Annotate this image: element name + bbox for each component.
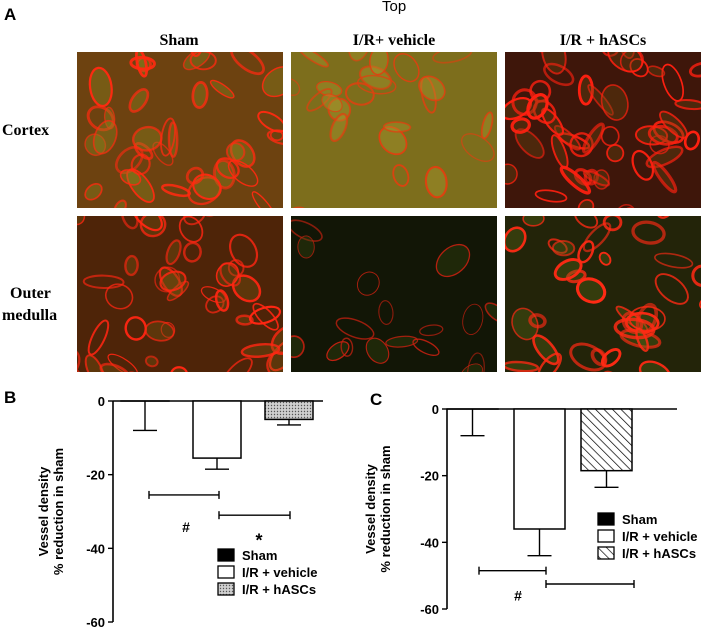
column-header-ir-hascs: I/R + hASCs <box>559 32 647 49</box>
legend-label: Sham <box>242 548 277 563</box>
y-axis-label: Vessel density% reduction in sham <box>36 448 66 575</box>
legend-swatch <box>597 512 615 526</box>
y-axis-label-line: Vessel density <box>363 463 378 553</box>
y-tick-label: 0 <box>98 394 105 409</box>
y-axis-label-line: % reduction in sham <box>378 445 393 572</box>
significance-mark: * <box>255 530 262 550</box>
chart-panel-b: Vessel density% reduction in sham 0 -20 -40… <box>36 394 323 628</box>
legend-swatch <box>217 565 235 579</box>
micrograph-texture <box>77 52 283 208</box>
column-header-sham: Sham <box>159 32 199 49</box>
legend-label: I/R + vehicle <box>622 529 698 544</box>
micrograph-medulla-ir-vehicle <box>291 216 497 372</box>
legend-swatch <box>217 548 235 562</box>
row-header-cortex: Cortex <box>2 122 50 139</box>
chart-panel-c: Vessel density% reduction in sham 0 -20 -40… <box>363 402 698 617</box>
micrograph-medulla-sham <box>77 216 283 372</box>
legend-label: I/R + hASCs <box>622 546 696 561</box>
y-tick-label: -20 <box>86 468 105 483</box>
y-tick-label: -20 <box>420 469 439 484</box>
y-tick-label: -60 <box>86 615 105 628</box>
micrograph-texture <box>77 216 283 372</box>
row-header-outer-medulla: Outer medulla <box>2 283 57 327</box>
legend-label: I/R + hASCs <box>242 582 316 597</box>
y-tick-label: -60 <box>420 602 439 617</box>
row-header-line-2: medulla <box>2 307 58 324</box>
y-tick-label: -40 <box>420 535 439 550</box>
legend-label: Sham <box>622 512 657 527</box>
micrograph-medulla-ir-hascs <box>505 216 701 372</box>
micrograph-texture <box>291 52 497 208</box>
panel-a-letter: A <box>4 5 17 24</box>
micrograph-cortex-ir-hascs <box>505 52 701 208</box>
panel-c-letter: C <box>370 390 383 409</box>
significance-mark: # <box>514 588 522 604</box>
legend-swatch <box>217 582 235 596</box>
y-axis-label-line: Vessel density <box>36 466 51 556</box>
significance-mark: # <box>182 519 190 535</box>
row-header-line-1: Outer <box>10 285 51 302</box>
micrograph-cortex-ir-vehicle <box>291 52 497 208</box>
y-tick-label: -40 <box>86 541 105 556</box>
bar <box>513 408 566 530</box>
bar <box>192 400 242 459</box>
top-label: Top <box>382 0 407 15</box>
micrograph-texture <box>505 52 701 208</box>
legend-swatch <box>597 529 615 543</box>
bar <box>264 400 314 421</box>
panel-b-letter: B <box>4 388 17 407</box>
micrograph-texture <box>505 216 701 372</box>
legend-swatch <box>597 546 615 560</box>
micrograph-cortex-sham <box>77 52 283 208</box>
y-axis-label-line: % reduction in sham <box>51 448 66 575</box>
bar <box>580 408 633 472</box>
y-axis-label: Vessel density% reduction in sham <box>363 445 393 572</box>
column-header-ir-vehicle: I/R+ vehicle <box>352 32 436 49</box>
micrograph-texture <box>291 216 497 372</box>
legend-label: I/R + vehicle <box>242 565 318 580</box>
y-tick-label: 0 <box>432 402 439 417</box>
